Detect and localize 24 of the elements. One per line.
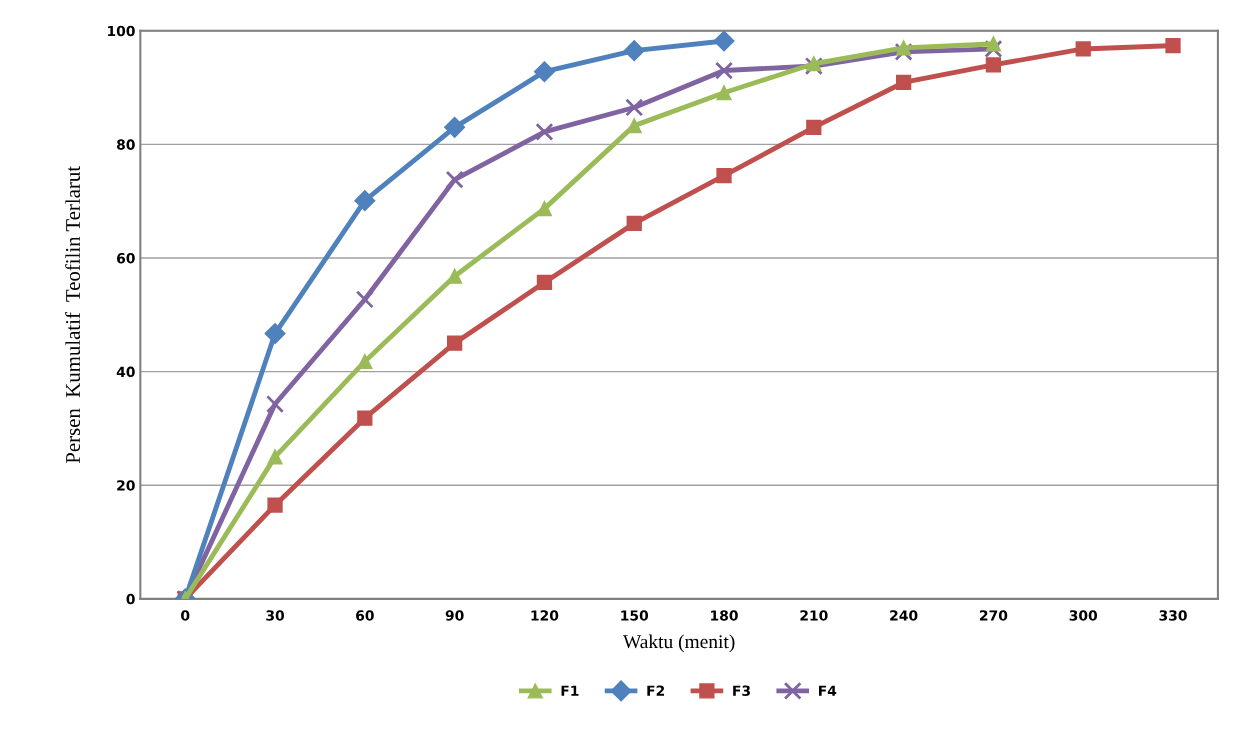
y-tick-label: 0 — [126, 593, 135, 605]
x-tick-label: 120 — [531, 610, 559, 621]
x-tick-label: 150 — [621, 610, 649, 621]
x-tick-label: 30 — [266, 610, 285, 621]
x-tick-label: 0 — [181, 610, 190, 621]
legend-label: F3 — [733, 685, 750, 696]
y-tick-label: 40 — [116, 366, 135, 378]
y-tick-label: 20 — [117, 480, 135, 491]
x-tick-label: 240 — [890, 610, 918, 621]
x-tick-label: 210 — [800, 610, 828, 621]
legend-label: F1 — [561, 685, 579, 696]
y-tick-label: 80 — [117, 139, 135, 150]
x-tick-label: 90 — [445, 610, 464, 621]
y-tick-label: 100 — [108, 25, 135, 37]
x-axis-title: Waktu (menit) — [622, 634, 735, 653]
x-tick-label: 180 — [711, 610, 738, 621]
x-tick-label: 330 — [1159, 610, 1187, 621]
y-axis-title: Persen Kumulatif Teofilin Terlarut — [65, 166, 81, 464]
x-tick-label: 300 — [1069, 610, 1098, 621]
x-tick-label: 270 — [980, 610, 1008, 621]
legend-label: F2 — [647, 685, 665, 696]
legend-label: F4 — [819, 685, 837, 696]
y-tick-label: 60 — [117, 252, 135, 264]
x-tick-label: 60 — [356, 610, 374, 621]
